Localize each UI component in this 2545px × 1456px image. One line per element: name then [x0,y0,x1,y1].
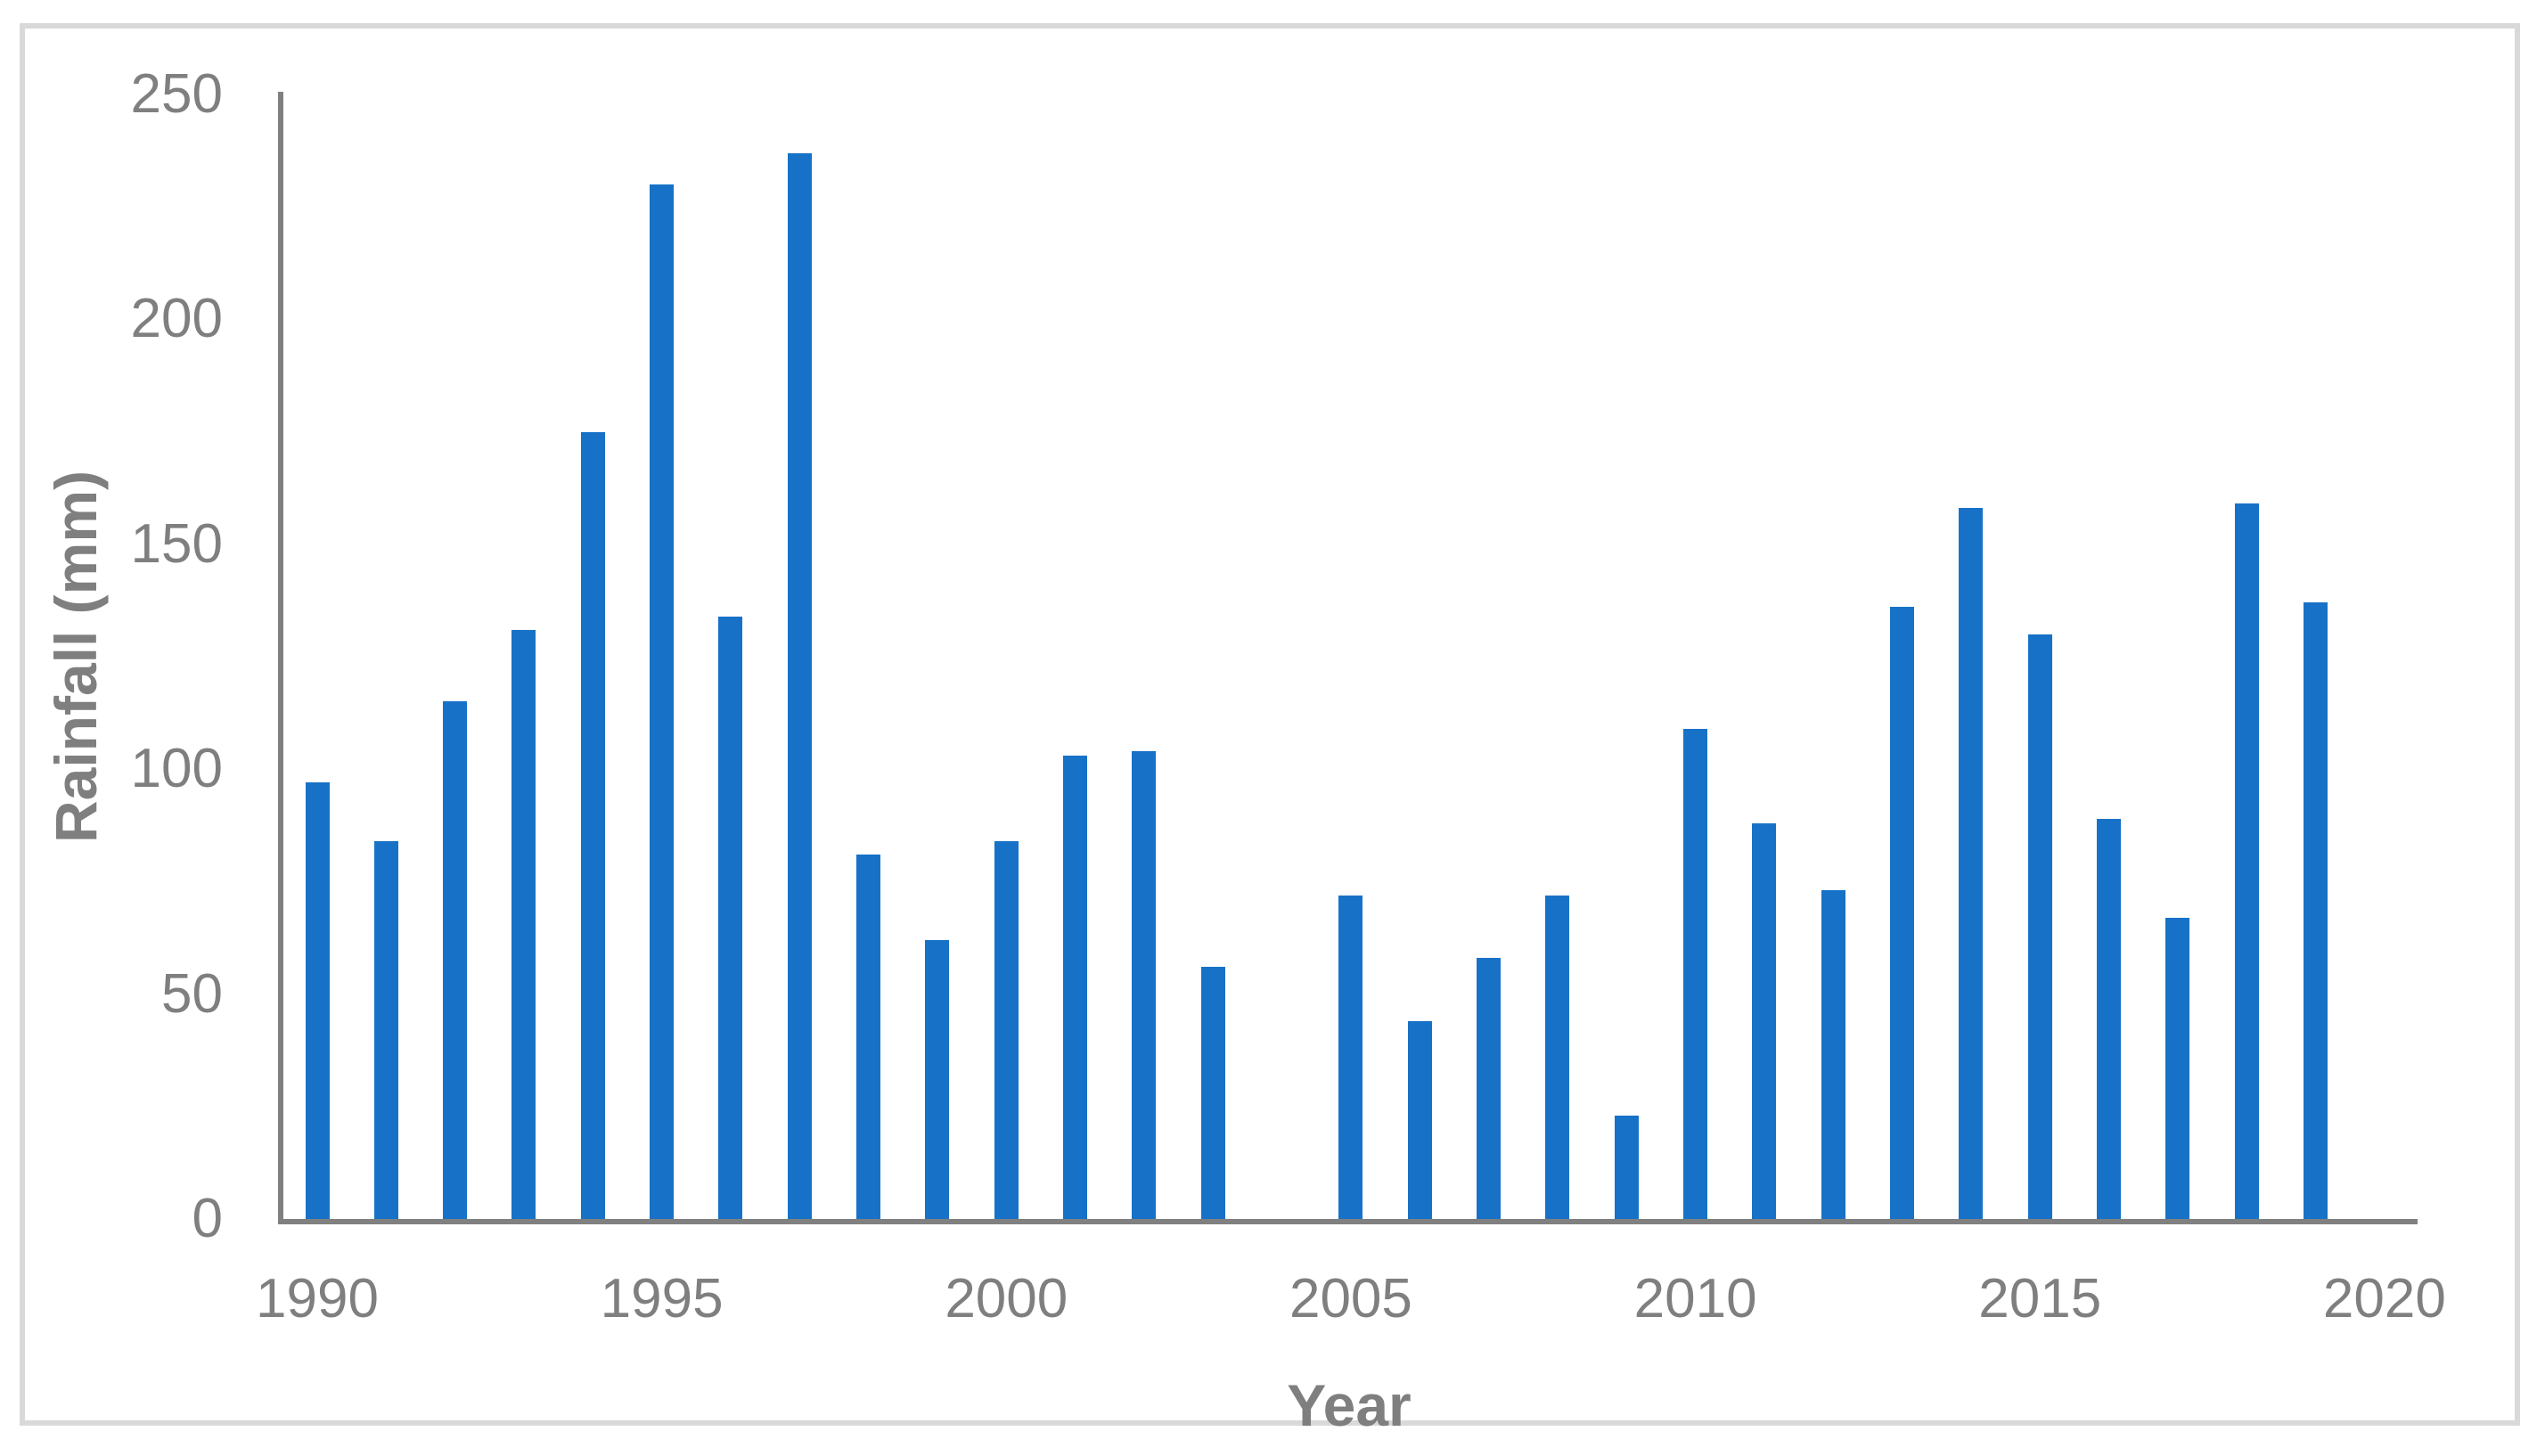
y-tick-label-200: 200 [130,288,223,350]
bar-1995[interactable] [650,184,675,1219]
bar-2013[interactable] [1890,607,1915,1219]
bar-2018[interactable] [2234,503,2259,1219]
bar-2011[interactable] [1752,822,1777,1219]
x-tick-label-2010: 2010 [1633,1268,1757,1329]
x-tick-label-2015: 2015 [1978,1268,2102,1329]
y-tick-label-250: 250 [130,63,223,125]
y-axis-line [278,92,283,1224]
x-axis-title: Year [1287,1372,1412,1438]
y-tick-label-150: 150 [130,512,223,575]
bar-2001[interactable] [1063,756,1088,1219]
bar-2010[interactable] [1683,728,1708,1219]
x-tick-label-2000: 2000 [945,1268,1068,1329]
bar-2000[interactable] [994,840,1019,1219]
x-tick-label-2005: 2005 [1289,1268,1412,1329]
bar-2006[interactable] [1407,1020,1432,1219]
bar-1992[interactable] [443,701,468,1219]
bar-1999[interactable] [925,940,950,1219]
bar-2009[interactable] [1614,1115,1639,1219]
bar-2007[interactable] [1477,958,1502,1219]
bar-2014[interactable] [1959,508,1984,1219]
bar-2002[interactable] [1132,751,1157,1219]
x-tick-label-2020: 2020 [2322,1268,2446,1329]
bar-2008[interactable] [1545,895,1570,1219]
y-tick-label-0: 0 [192,1188,223,1249]
bar-1991[interactable] [373,840,398,1219]
bar-2017[interactable] [2165,917,2190,1219]
bar-2019[interactable] [2304,602,2328,1219]
bar-1996[interactable] [718,616,743,1219]
y-tick-label-50: 50 [161,962,223,1025]
bar-2016[interactable] [2097,818,2122,1219]
y-tick-label-100: 100 [130,738,223,800]
bar-2012[interactable] [1821,890,1845,1219]
bar-2003[interactable] [1200,967,1225,1219]
bar-1997[interactable] [787,152,812,1219]
x-axis-line [278,1219,2418,1224]
x-tick-label-1995: 1995 [600,1268,724,1329]
bar-1994[interactable] [580,431,605,1219]
bar-1990[interactable] [305,782,330,1219]
figure-border [20,23,2520,1426]
bar-1998[interactable] [856,855,881,1219]
x-tick-label-1990: 1990 [256,1268,379,1329]
bar-1993[interactable] [511,629,536,1219]
y-axis-title: Rainfall (mm) [43,470,109,844]
bar-2005[interactable] [1338,895,1363,1219]
bar-2015[interactable] [2027,634,2052,1219]
